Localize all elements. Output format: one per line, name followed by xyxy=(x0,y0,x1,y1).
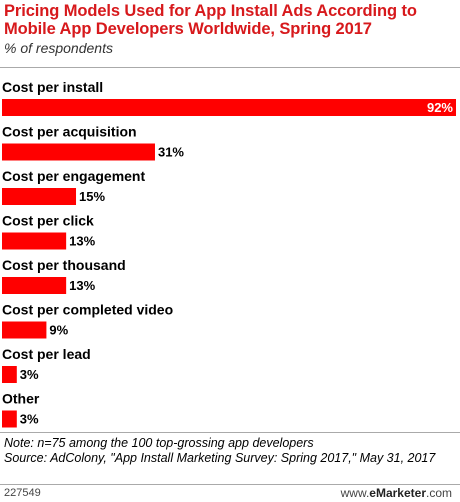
note-text: Note: n=75 among the 100 top-grossing ap… xyxy=(4,436,314,450)
value-label: 3% xyxy=(20,412,39,427)
bar-chart: Cost per install 92% Cost per acquisition 3… xyxy=(2,79,456,428)
bar xyxy=(2,99,456,116)
footer-divider xyxy=(0,484,460,485)
chart-subtitle: % of respondents xyxy=(4,40,113,56)
value-label: 13% xyxy=(69,278,95,293)
bar xyxy=(2,321,47,339)
bar xyxy=(2,143,155,161)
value-label: 13% xyxy=(69,234,95,249)
bar xyxy=(2,277,67,294)
bar xyxy=(2,232,67,250)
brand-suffix: .com xyxy=(425,486,452,500)
bar xyxy=(2,188,77,205)
category-label: Cost per engagement xyxy=(2,168,145,184)
category-label: Cost per thousand xyxy=(2,257,126,273)
category-label: Cost per lead xyxy=(2,346,91,362)
brand-name: eMarketer xyxy=(369,486,426,500)
bottom-divider xyxy=(0,432,460,433)
category-label: Cost per acquisition xyxy=(2,124,137,140)
value-label: 15% xyxy=(79,189,105,204)
bar xyxy=(2,366,17,383)
value-label: 9% xyxy=(49,323,68,338)
value-label: 92% xyxy=(427,100,453,115)
source-text: Source: AdColony, "App Install Marketing… xyxy=(4,451,436,465)
category-label: Cost per completed video xyxy=(2,302,173,318)
brand-prefix: www. xyxy=(340,486,370,500)
category-label: Other xyxy=(2,391,40,407)
chart-title: Pricing Models Used for App Install Ads … xyxy=(4,2,417,38)
brand-link[interactable]: www.eMarketer.com xyxy=(341,486,452,500)
category-label: Cost per install xyxy=(2,79,103,95)
value-label: 31% xyxy=(158,145,184,160)
value-label: 3% xyxy=(20,367,39,382)
bar xyxy=(2,410,17,428)
category-label: Cost per click xyxy=(2,213,94,229)
top-divider xyxy=(0,67,460,68)
chart-id: 227549 xyxy=(4,487,41,499)
chart-notes: Note: n=75 among the 100 top-grossing ap… xyxy=(4,436,444,466)
